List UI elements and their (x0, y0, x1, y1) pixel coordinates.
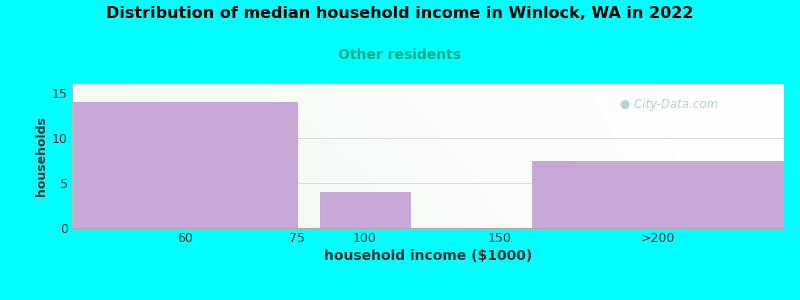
Text: Distribution of median household income in Winlock, WA in 2022: Distribution of median household income … (106, 6, 694, 21)
Text: Other residents: Other residents (338, 48, 462, 62)
Bar (72, 102, 298, 228)
Bar (320, 192, 410, 228)
Y-axis label: households: households (34, 116, 48, 196)
Text: ● City-Data.com: ● City-Data.com (620, 98, 718, 111)
Bar (532, 160, 784, 228)
X-axis label: household income ($1000): household income ($1000) (324, 249, 532, 263)
